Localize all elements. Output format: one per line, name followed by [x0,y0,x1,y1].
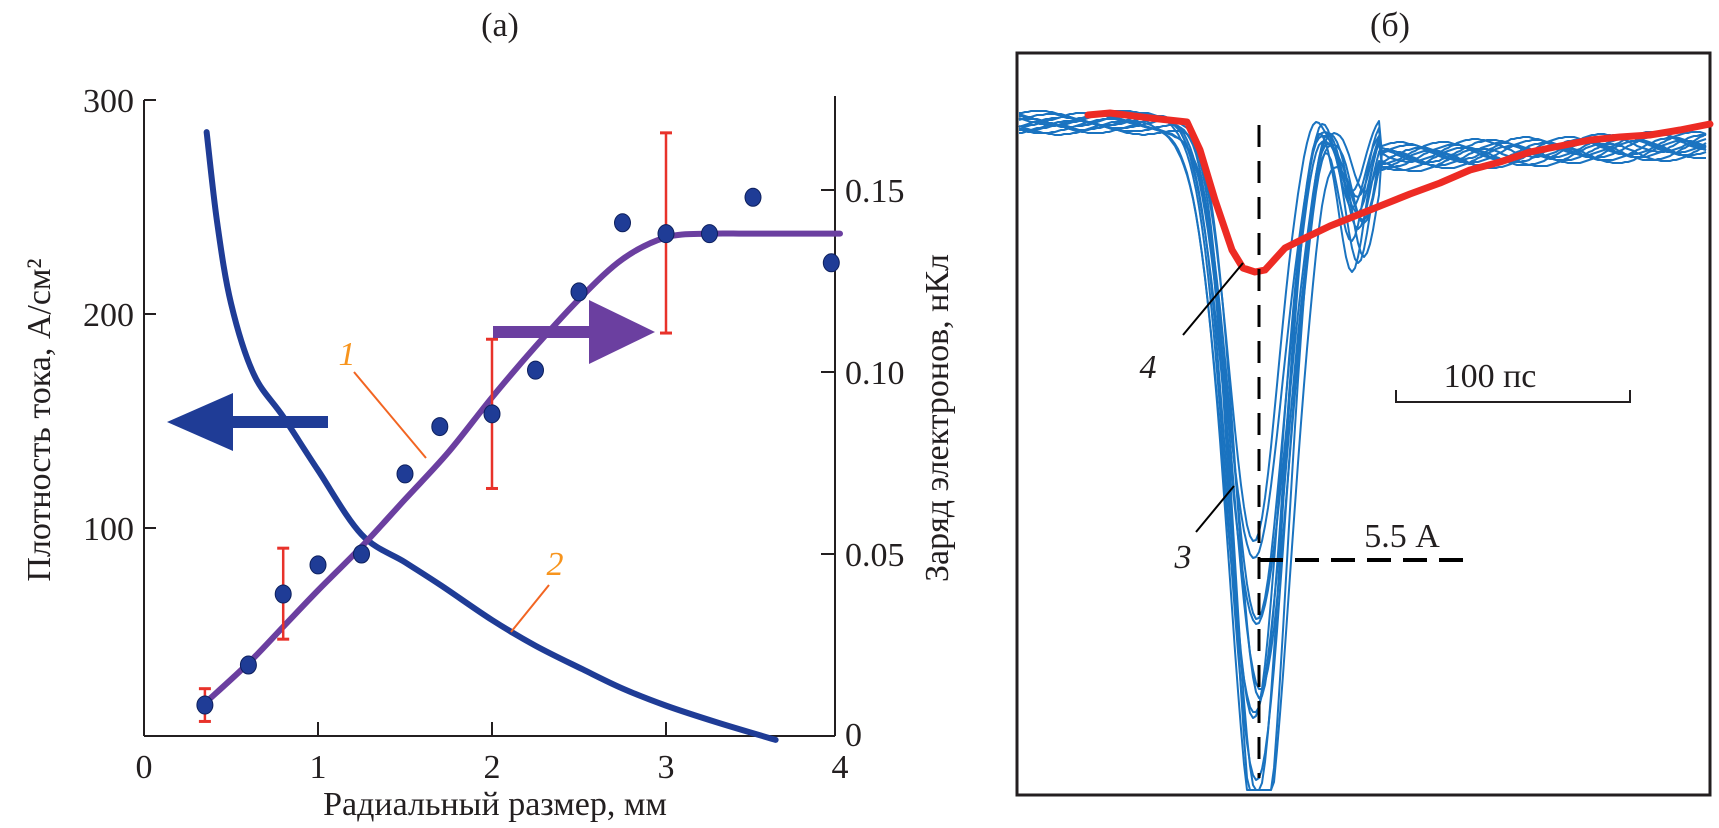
curve-4-label: 4 [1140,349,1157,386]
data-point [239,655,257,675]
right-y-tick-label: 0.15 [845,173,905,210]
data-point [353,544,370,564]
curve-1-label: 1 [339,336,356,373]
data-point [396,464,414,484]
curve-2-leader-line [510,584,550,633]
x-tick-label: 1 [310,749,327,786]
data-point [527,360,544,380]
data-point [570,282,588,302]
pulse-trace [1018,113,1707,559]
left-y-tick-label: 300 [83,83,134,120]
pulse-trace [1019,118,1707,620]
data-point [701,224,718,244]
data-point [744,187,762,207]
pulse-trace [1018,120,1707,791]
data-point [483,404,501,424]
x-tick-label: 0 [136,749,153,786]
x-tick-label: 4 [832,749,849,786]
x-tick-label: 3 [658,749,675,786]
left-y-tick-label: 200 [83,297,134,334]
panel-a-points [196,187,840,715]
curve-4-leader-line [1182,262,1244,336]
average-pulse-trace [1084,109,1714,276]
right-y-tick-label: 0.10 [845,355,905,392]
panel-b-title: (б) [1370,7,1410,44]
x-axis-title: Радиальный размер, мм [323,786,667,823]
panel-b-frame [1015,51,1712,797]
data-point [196,695,214,715]
curve-1-charge-fit [201,230,843,707]
left-axis-arrow-icon [167,393,328,451]
panel-a-curves [201,129,843,743]
panel-a-axes [143,96,836,737]
pulse-trace [1018,110,1707,542]
right-y-tick-label: 0.05 [845,537,905,574]
data-point [822,253,840,273]
panel-a: (а) 0 1 2 3 4 100 200 300 0 0.05 0.10 0.15 Радиальн… [21,7,956,823]
x-tick-label: 2 [484,749,501,786]
panel-b: (б) 5.5 А 4 3 100 пс [1015,7,1714,797]
data-point [657,224,675,244]
curve-2-current-density [203,129,779,743]
data-point [431,417,449,437]
curve-3-leader-line [1195,485,1235,533]
pulse-trace [1018,112,1707,713]
right-y-axis-title: Заряд электронов, нКл [919,254,956,582]
panel-a-ticks: 0 1 2 3 4 100 200 300 0 0.05 0.10 0.15 [83,83,905,786]
right-y-tick-label: 0 [845,717,862,754]
peak-current-label: 5.5 А [1364,518,1440,555]
time-scale-bar: 100 пс [1395,358,1631,403]
left-y-tick-label: 100 [83,511,134,548]
curve-2-label: 2 [547,546,564,583]
data-point [309,555,327,575]
data-point [614,213,631,233]
panel-a-title: (а) [481,7,519,44]
right-axis-arrow-icon [493,300,655,364]
pulse-trace [1019,118,1706,699]
curve-1-leader-line [353,371,427,459]
curve-3-label: 3 [1174,539,1192,576]
pulse-trace [1018,116,1707,791]
time-scale-label: 100 пс [1444,358,1537,395]
data-point [274,584,292,604]
left-y-axis-title: Плотность тока, А/см² [21,258,58,581]
